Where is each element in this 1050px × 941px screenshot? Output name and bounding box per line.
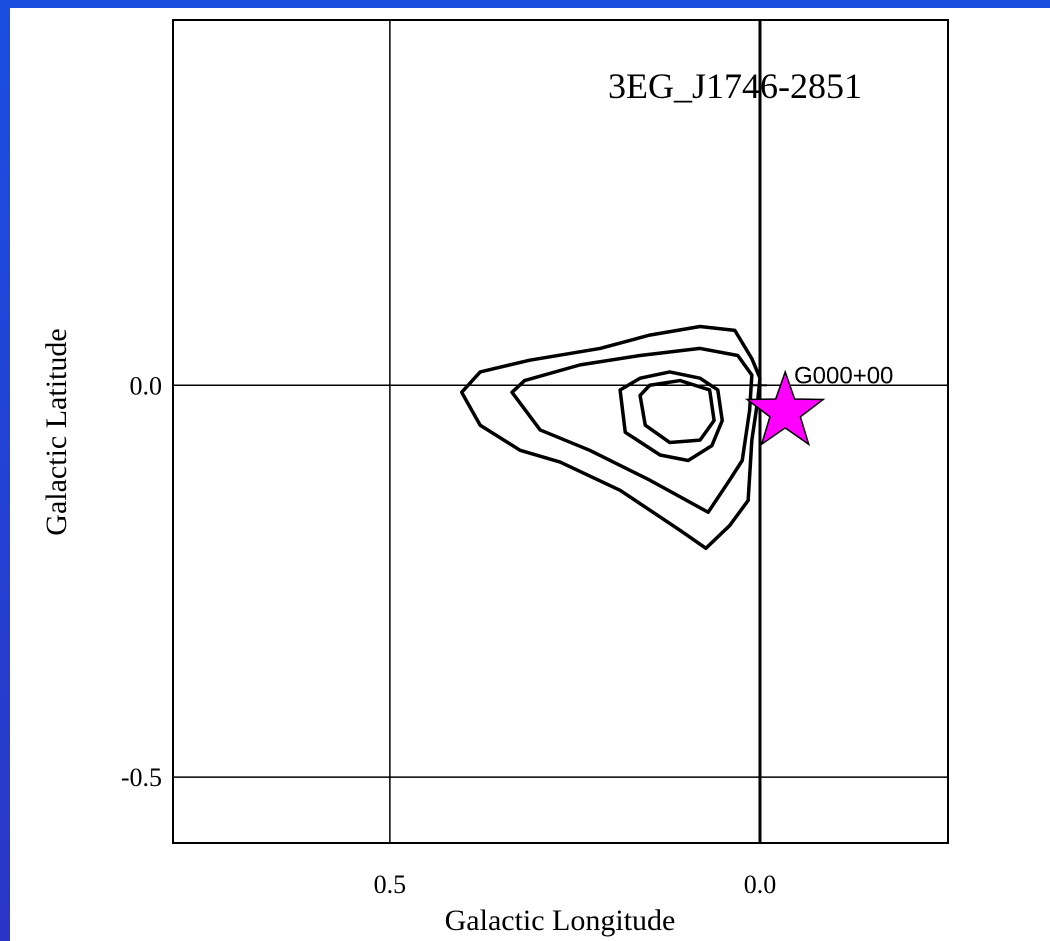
chart-title: 3EG_J1746-2851 [608, 66, 862, 106]
contour [459, 324, 762, 551]
plot-area [172, 19, 949, 844]
y-axis-label: Galactic Latitude [40, 328, 73, 535]
y-tick-label: 0.0 [130, 371, 163, 400]
canvas [10, 8, 1050, 941]
x-tick-label: 0.0 [744, 870, 777, 899]
contour [510, 346, 754, 514]
x-tick-label: 0.5 [374, 870, 407, 899]
source-marker [752, 378, 767, 393]
source-label: G000+00 [794, 362, 893, 389]
x-axis-label: Galactic Longitude [445, 904, 676, 937]
contour [638, 378, 716, 445]
star-marker [744, 369, 826, 447]
y-tick-label: -0.5 [121, 763, 162, 792]
contour [618, 370, 724, 463]
